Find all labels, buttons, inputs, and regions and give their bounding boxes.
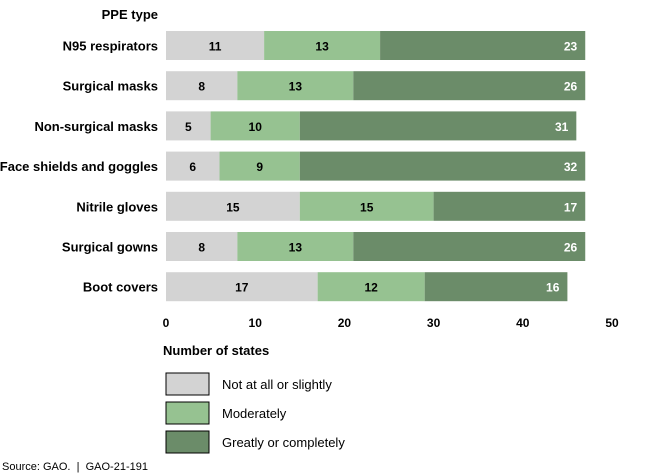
bar-segment: [166, 71, 238, 101]
bar-segment: [166, 232, 238, 261]
data-label: 32: [564, 160, 578, 174]
data-label: 11: [209, 40, 222, 54]
x-tick-label: 30: [427, 316, 441, 330]
data-label: 12: [364, 281, 378, 295]
category-labels: N95 respirators Surgical masks Non-surgica…: [0, 39, 158, 295]
bar-segment: [166, 272, 318, 302]
x-tick-label: 0: [163, 316, 170, 330]
legend-swatch: [165, 401, 210, 425]
legend: Not at all or slightly Moderately Greatly …: [165, 372, 345, 454]
x-tick-label: 10: [249, 316, 263, 330]
data-label: 13: [289, 241, 303, 255]
data-label: 5: [185, 120, 192, 134]
legend-swatch: [165, 430, 210, 454]
data-label: 23: [564, 40, 578, 54]
data-label: 31: [555, 120, 569, 134]
bar-segment: [424, 272, 568, 302]
x-tick-label: 20: [338, 316, 352, 330]
legend-swatch: [165, 372, 210, 396]
source-note: Source: GAO. | GAO-21-191: [2, 461, 148, 473]
stacked-bar-chart: PPE type 11 13 23 8 13 26 5 10 31 6 9 32 15 15 17 8 13 26…: [0, 7, 619, 454]
report-id: GAO-21-191: [85, 461, 148, 473]
data-label: 15: [360, 200, 374, 214]
bar-segment: [237, 71, 354, 101]
category-label: Non-surgical masks: [34, 119, 158, 134]
x-tick-label: 50: [605, 316, 619, 330]
bar-segment: [166, 191, 300, 221]
data-label: 9: [256, 160, 263, 174]
bar-segment: [237, 232, 354, 261]
bar-segment: [219, 151, 300, 181]
bar-segment: [210, 111, 300, 141]
category-label: Surgical gowns: [62, 240, 158, 255]
data-label: 8: [198, 241, 205, 255]
legend-label: Moderately: [222, 406, 287, 421]
data-label: 26: [564, 241, 578, 255]
category-label: Surgical masks: [63, 79, 158, 94]
category-label: N95 respirators: [63, 39, 158, 54]
category-label: Nitrile gloves: [76, 199, 158, 214]
bar-segment: [166, 111, 211, 141]
category-label: Face shields and goggles: [0, 159, 158, 174]
bar-segment: [299, 111, 577, 141]
category-label: Boot covers: [83, 280, 158, 295]
data-label: 15: [226, 200, 240, 214]
data-label: 13: [289, 80, 303, 94]
legend-label: Greatly or completely: [222, 435, 345, 450]
bar-segment: [299, 191, 434, 221]
x-tick-label: 40: [516, 316, 530, 330]
bar-segment: [433, 191, 586, 221]
data-label: 17: [235, 281, 249, 295]
data-label: 8: [198, 80, 205, 94]
bar-segment: [264, 31, 381, 60]
data-label: 16: [546, 281, 560, 295]
category-header: PPE type: [102, 7, 158, 22]
bar-segment: [380, 31, 586, 60]
bar-segment: [353, 232, 586, 261]
legend-label: Not at all or slightly: [222, 377, 332, 392]
bar-segment: [166, 31, 265, 60]
data-label: 10: [249, 120, 263, 134]
data-label: 17: [564, 200, 578, 214]
data-label: 13: [315, 40, 329, 54]
x-tick-labels: 0 10 20 30 40 50: [163, 316, 619, 330]
x-axis-label: Number of states: [163, 343, 269, 358]
bar-segment: [166, 151, 220, 181]
bar-segment: [317, 272, 425, 302]
data-label: 26: [564, 80, 578, 94]
data-label: 6: [189, 160, 196, 174]
source-text: Source: GAO.: [2, 461, 71, 473]
bars-group: 11 13 23 8 13 26 5 10 31 6 9 32 15 15 17 8 13 26 17 12 16: [166, 31, 586, 302]
source-separator: |: [76, 461, 80, 473]
bar-segment: [299, 151, 586, 181]
bar-segment: [353, 71, 586, 101]
